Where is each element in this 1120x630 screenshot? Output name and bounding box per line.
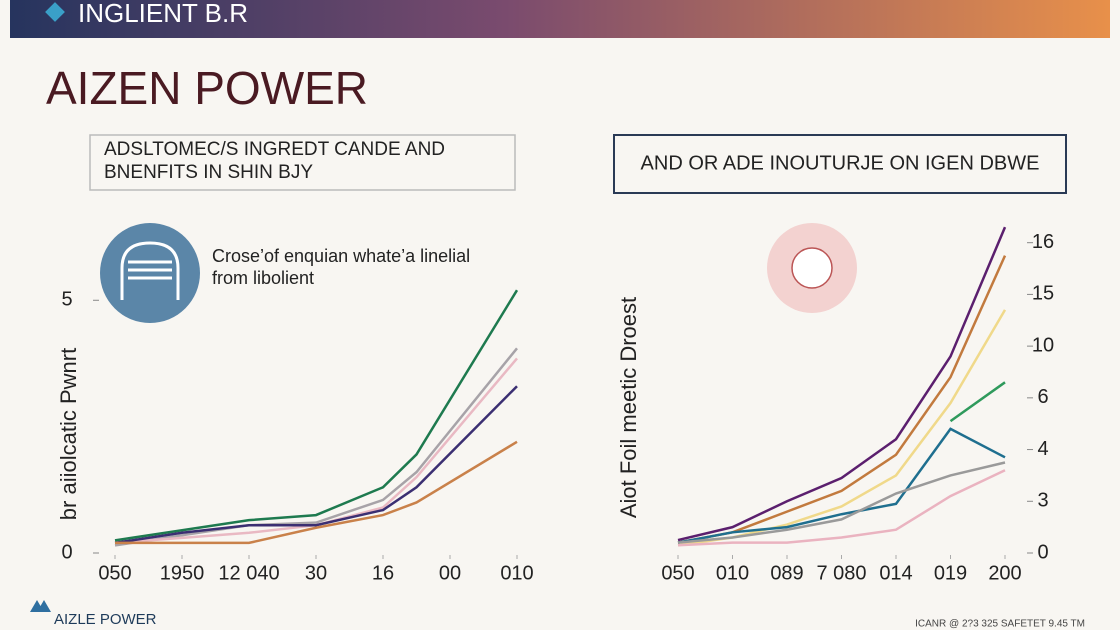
y-tick-label: 3 (1037, 490, 1048, 512)
header-brand: INGLIENT B.R (78, 0, 248, 28)
series-line (677, 469, 1006, 547)
footer-logo (30, 600, 51, 612)
series-line (115, 440, 518, 545)
portrait-face (791, 247, 833, 289)
y-tick-label: 15 (1032, 283, 1054, 305)
caption-line: Crose’of enquian whate’a linelial (212, 246, 470, 266)
left-box-line: ADSLTOMEC/S INGREDT CANDE AND (104, 139, 445, 160)
x-tick-label: 019 (934, 562, 967, 584)
x-tick-label: 12 040 (218, 562, 279, 584)
icon-glyph (120, 241, 180, 300)
x-tick-label: 010 (716, 562, 749, 584)
x-tick-label: 050 (98, 562, 131, 584)
right-box (613, 134, 1067, 194)
x-tick-label: 1950 (160, 562, 205, 584)
y-tick-label: 16 (1032, 231, 1054, 253)
x-tick-label: 7 080 (816, 562, 866, 584)
series-line (949, 381, 1006, 423)
left-box-line: BNENFITS IN SHIN BJY (104, 162, 313, 183)
x-tick-label: 200 (988, 562, 1021, 584)
header-band (10, 0, 1110, 38)
series-line (677, 461, 1006, 544)
y-tick-label: 4 (1037, 438, 1048, 460)
series-line (677, 427, 1006, 544)
x-tick-label: 014 (879, 562, 912, 584)
x-tick-label: 010 (500, 562, 533, 584)
y-axis-label: Aiot Foil meetic Droest (616, 297, 641, 518)
footer-note: ICANR @ 2?3 325 SAFETET 9.45 TM (915, 619, 1085, 630)
x-tick-label: 30 (305, 562, 327, 584)
y-tick-label: 5 (61, 289, 72, 311)
footer-brand: AIZLE POWER (54, 611, 157, 628)
y-tick-label: 10 (1032, 334, 1054, 356)
series-line (677, 226, 1007, 542)
right-box-text: AND OR ADE INOUTURJE ON IGEN DBWE (641, 152, 1040, 174)
x-tick-label: 00 (439, 562, 461, 584)
page-title: AIZEN POWER (46, 62, 368, 114)
x-tick-label: 050 (661, 562, 694, 584)
x-tick-label: 16 (372, 562, 394, 584)
icon-circle (100, 223, 200, 323)
y-axis-label: br aiiolcatic Pwnrt (56, 348, 81, 520)
left-box (89, 134, 516, 191)
x-tick-label: 089 (770, 562, 803, 584)
caption-line: from libolient (212, 268, 314, 288)
y-tick-label: 6 (1037, 386, 1048, 408)
series-line (114, 347, 518, 547)
y-tick-label: 0 (1037, 541, 1048, 563)
series-line (114, 289, 519, 542)
y-tick-label: 0 (61, 541, 72, 563)
series-line (114, 385, 518, 545)
